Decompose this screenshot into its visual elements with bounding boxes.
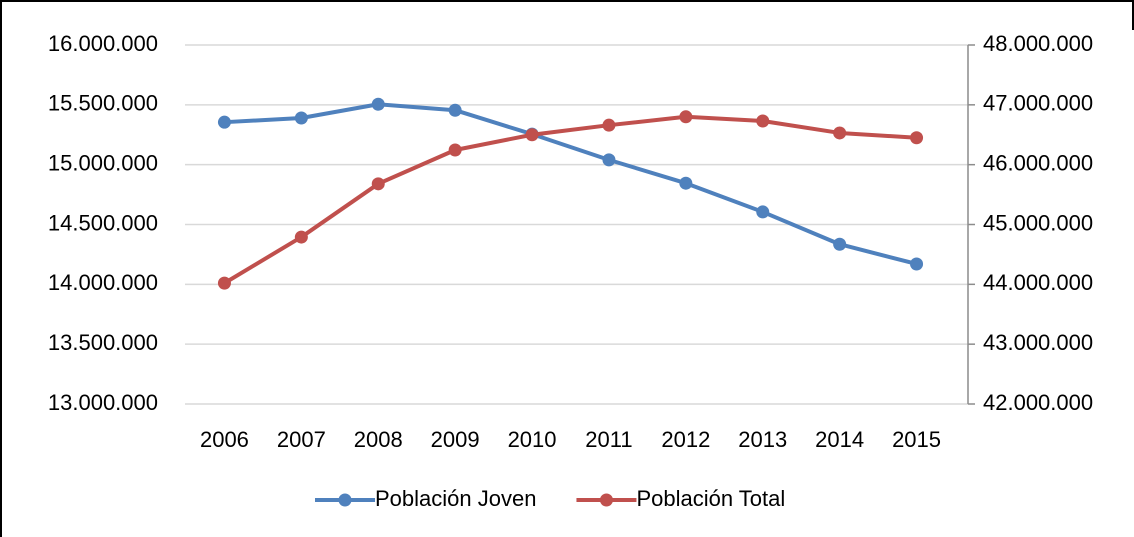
x-tick-label: 2011 <box>585 427 632 452</box>
data-point <box>833 237 847 251</box>
legend-marker <box>599 493 613 507</box>
x-tick-label: 2013 <box>738 427 787 452</box>
x-tick-label: 2012 <box>661 427 710 452</box>
data-point <box>833 126 847 140</box>
legend-label: Población Total <box>636 486 785 511</box>
data-point <box>679 110 693 124</box>
y2-tick-label: 45.000.000 <box>983 210 1093 235</box>
x-tick-label: 2010 <box>508 427 557 452</box>
data-point <box>756 205 770 219</box>
y-tick-label: 13.500.000 <box>48 330 158 355</box>
series-line <box>223 114 917 285</box>
y2-tick-label: 48.000.000 <box>983 31 1093 56</box>
data-point <box>910 257 924 271</box>
data-point <box>602 118 616 132</box>
data-point <box>448 143 462 157</box>
data-point <box>525 128 539 142</box>
series-line <box>224 102 918 266</box>
y2-tick-label: 42.000.000 <box>983 390 1093 415</box>
data-point <box>294 111 308 125</box>
data-point <box>602 153 616 167</box>
y2-tick-label: 44.000.000 <box>983 270 1093 295</box>
x-tick-label: 2007 <box>277 427 326 452</box>
legend-marker <box>338 493 352 507</box>
data-point <box>910 131 924 145</box>
data-point <box>756 114 770 128</box>
x-tick-label: 2014 <box>815 427 864 452</box>
x-tick-label: 2009 <box>431 427 480 452</box>
x-tick-label: 2008 <box>354 427 403 452</box>
y-tick-label: 14.000.000 <box>48 270 158 295</box>
y2-tick-label: 43.000.000 <box>983 330 1093 355</box>
y2-tick-label: 46.000.000 <box>983 150 1093 175</box>
y-tick-label: 16.000.000 <box>48 31 158 56</box>
y-tick-label: 15.000.000 <box>48 150 158 175</box>
data-point <box>679 176 693 190</box>
y-tick-label: 14.500.000 <box>48 210 158 235</box>
data-point <box>217 276 231 290</box>
legend-label: Población Joven <box>375 486 536 511</box>
y-tick-label: 13.000.000 <box>48 390 158 415</box>
x-tick-label: 2006 <box>200 427 249 452</box>
data-point <box>294 230 308 244</box>
data-point <box>371 97 385 111</box>
data-point <box>217 115 231 129</box>
data-point <box>448 103 462 117</box>
x-tick-label: 2015 <box>892 427 941 452</box>
data-point <box>371 177 385 191</box>
y2-tick-label: 47.000.000 <box>983 91 1093 116</box>
y-tick-label: 15.500.000 <box>48 91 158 116</box>
